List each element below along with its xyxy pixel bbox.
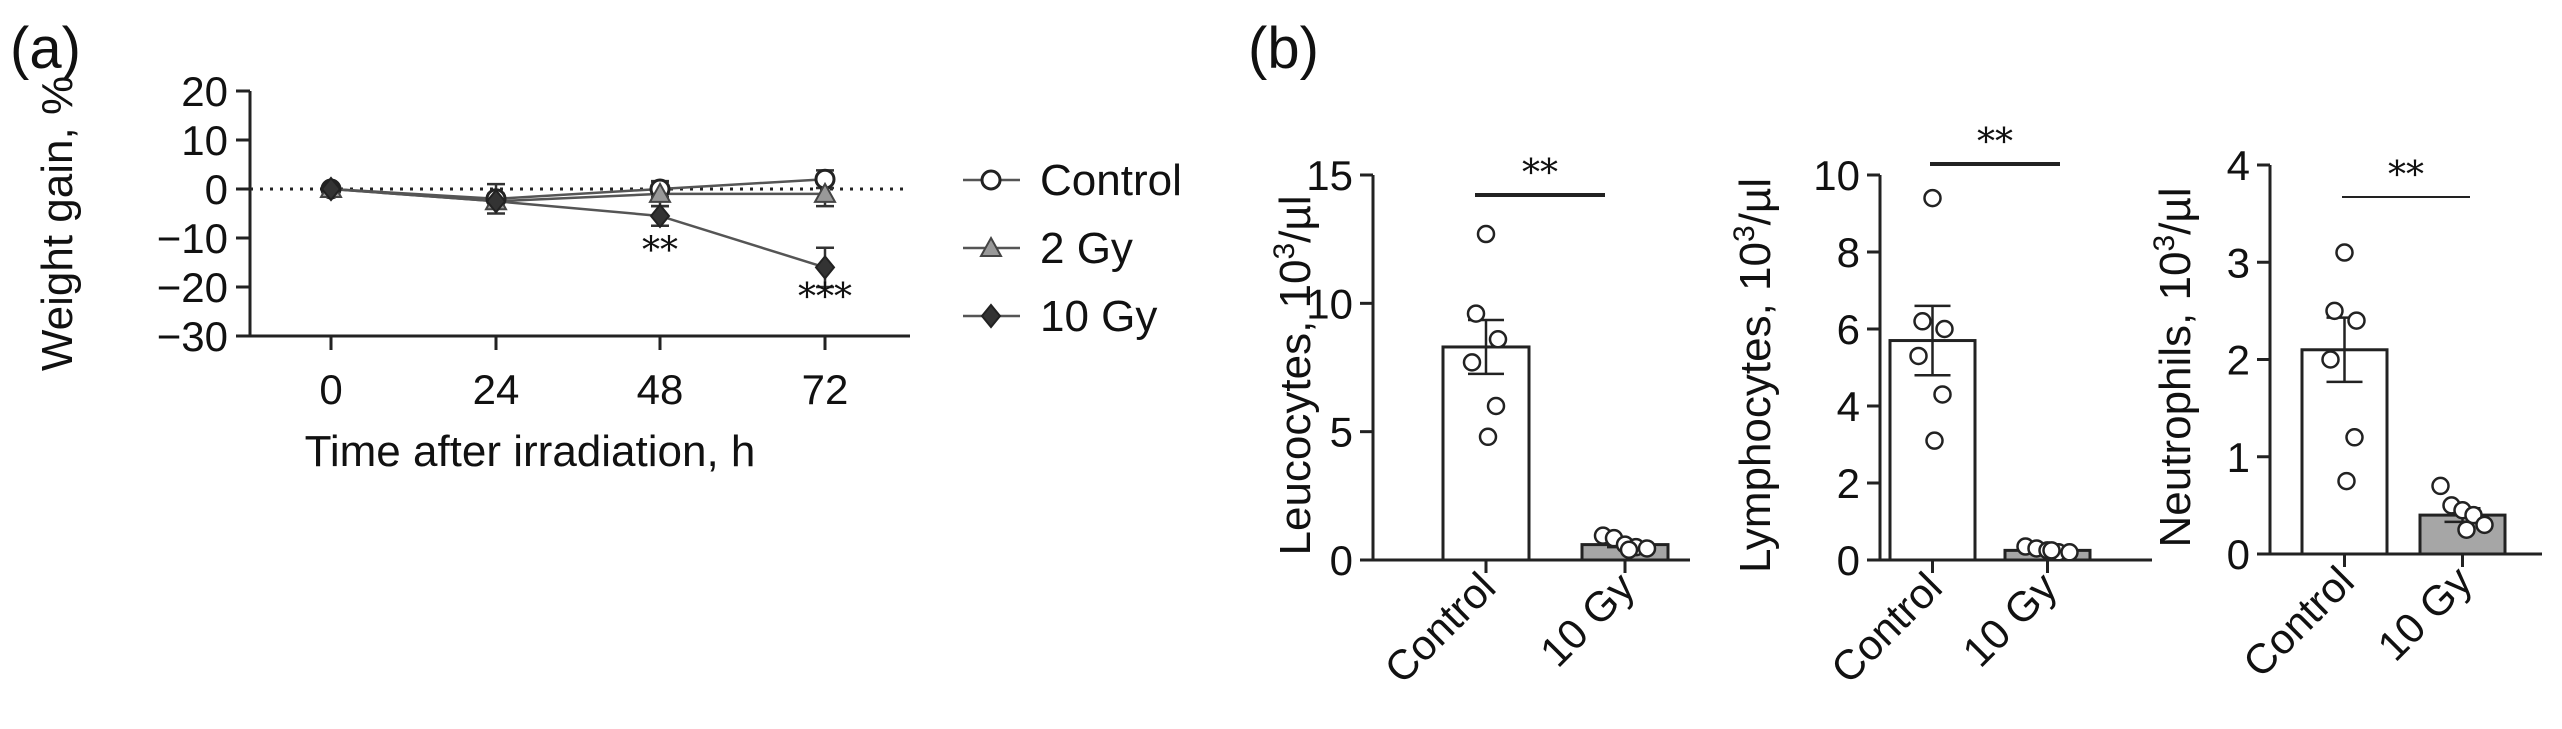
legend-label: 10 Gy: [1040, 292, 1157, 341]
x-tick-label: 10 Gy: [1531, 563, 1643, 675]
y-axis-title: Leucocytes, 103/µl: [1268, 195, 1320, 555]
y-axis-title-superscript: 3: [1268, 243, 1301, 260]
significance-stars: **: [2388, 155, 2424, 196]
significance-stars: **: [1977, 122, 2013, 163]
y-tick-label: −20: [157, 264, 228, 311]
data-point: [1637, 539, 1657, 558]
x-axis-title: Time after irradiation, h: [305, 427, 756, 476]
y-axis-title-text: Neutrophils, 10: [2151, 252, 2200, 548]
y-tick-label: 10: [1813, 152, 1860, 199]
data-point: [1486, 396, 1506, 416]
data-point: [2060, 543, 2079, 562]
y-tick-label: 3: [2227, 239, 2250, 286]
legend-label: Control: [1040, 156, 1182, 205]
x-tick-label: 0: [319, 366, 342, 413]
x-tick-label: 48: [637, 366, 684, 413]
bar-0: [1441, 345, 1531, 562]
x-tick-label: Control: [1375, 563, 1504, 692]
panel-a-label: (a): [10, 16, 81, 81]
y-tick-label: 5: [1330, 409, 1353, 456]
data-point: [2337, 471, 2356, 491]
data-point: [2345, 428, 2364, 447]
data-point: [649, 203, 671, 229]
data-point: [320, 176, 342, 202]
data-point: [1913, 312, 1932, 331]
y-tick-label: 15: [1306, 152, 1353, 199]
legend-marker: [979, 235, 1003, 257]
data-point: [2347, 311, 2366, 330]
series-line-2: [330, 187, 826, 269]
y-tick-label: 2: [1837, 460, 1860, 507]
data-point: [1466, 304, 1486, 323]
y-tick-label: 20: [181, 68, 228, 115]
data-point: [813, 181, 837, 203]
legend-marker: [980, 303, 1002, 329]
x-tick-label: 10 Gy: [2368, 557, 2480, 669]
y-axis-title: Lymphocytes, 103/µl: [1728, 178, 1780, 573]
y-axis-title-unit: /µl: [1271, 195, 1320, 242]
y-tick-label: 2: [2227, 337, 2250, 384]
x-tick-label: 24: [473, 366, 520, 413]
y-tick-label: 1: [2227, 434, 2250, 481]
data-point: [2325, 301, 2344, 321]
y-tick-label: 10: [1306, 280, 1353, 327]
significance-annotation: ***: [798, 277, 852, 318]
data-point: [1925, 431, 1944, 450]
significance-annotation: **: [642, 231, 678, 272]
y-tick-label: 0: [1837, 537, 1860, 584]
data-point: [2042, 541, 2061, 560]
y-tick-label: −30: [157, 313, 228, 360]
legend-label: 2 Gy: [1040, 224, 1133, 273]
panel-b-label: (b): [1248, 16, 1319, 81]
x-tick-label: 72: [802, 366, 849, 413]
data-point: [1933, 385, 1952, 404]
data-point: [814, 254, 836, 280]
data-point: [1488, 330, 1508, 349]
y-tick-label: 8: [1837, 229, 1860, 276]
y-tick-label: 6: [1837, 306, 1860, 353]
data-point: [2457, 520, 2476, 539]
data-point: [2321, 350, 2340, 369]
y-tick-label: −10: [157, 215, 228, 262]
y-tick-label: 0: [205, 166, 228, 213]
y-axis-title-unit: /µl: [1731, 178, 1780, 225]
data-point: [2431, 476, 2450, 496]
y-axis-title: Neutrophils, 103/µl: [2148, 188, 2200, 548]
y-axis-title-text: Leucocytes, 10: [1271, 260, 1320, 556]
data-point: [1476, 224, 1496, 244]
y-axis-title: Weight gain, %: [33, 76, 82, 371]
y-tick-label: 10: [181, 117, 228, 164]
y-tick-label: 0: [1330, 537, 1353, 584]
data-point: [1923, 188, 1942, 208]
data-point: [2335, 243, 2354, 262]
data-point: [648, 181, 672, 203]
data-point: [1619, 540, 1639, 559]
data-point: [1935, 319, 1954, 339]
data-point: [1462, 353, 1482, 372]
significance-stars: **: [1522, 153, 1558, 194]
y-axis-title-text: Lymphocytes, 10: [1731, 242, 1780, 573]
data-point: [2475, 515, 2494, 535]
y-tick-label: 4: [2227, 142, 2250, 189]
x-tick-label: 10 Gy: [1953, 563, 2065, 675]
data-point: [1909, 346, 1928, 366]
y-axis-title-unit: /µl: [2151, 188, 2200, 235]
data-point: [1478, 427, 1498, 447]
legend-marker: [980, 169, 1002, 191]
bar-0: [1888, 339, 1977, 562]
x-tick-label: Control: [2234, 557, 2363, 686]
data-point: [485, 188, 507, 214]
y-tick-label: 0: [2227, 531, 2250, 578]
y-axis-title-superscript: 3: [1728, 225, 1761, 242]
y-tick-label: 4: [1837, 383, 1860, 430]
y-axis-title-superscript: 3: [2148, 235, 2181, 252]
